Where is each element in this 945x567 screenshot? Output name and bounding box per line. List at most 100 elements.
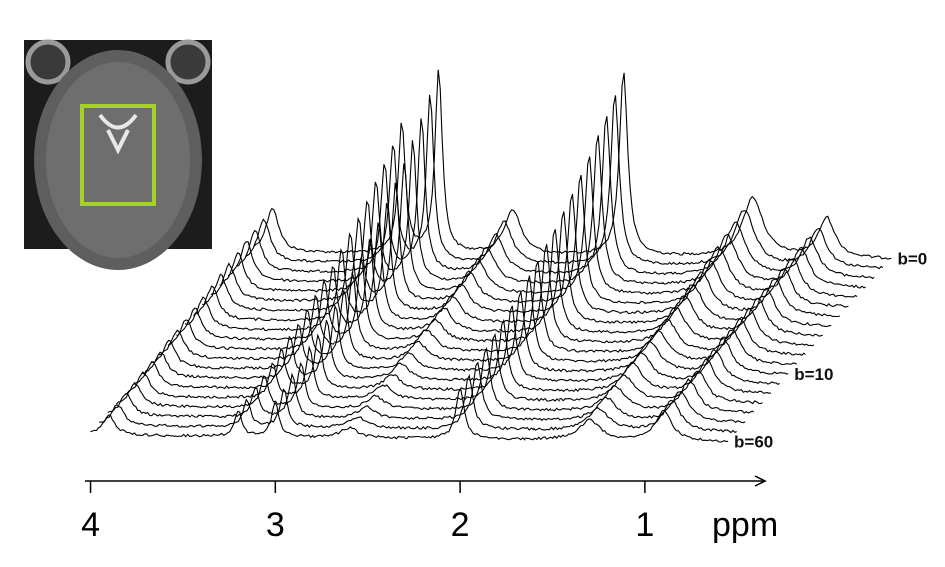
spectrum-segment: [308, 320, 364, 380]
spectrum-segment: [550, 385, 653, 412]
spectrum-segment: [294, 216, 378, 303]
spectrum-segment: [507, 211, 629, 324]
spectrum-segment: [669, 358, 772, 394]
spectrum-segment: [499, 229, 620, 334]
x-tick-label: 3: [266, 506, 285, 544]
spectrum-segment: [533, 406, 636, 431]
spectrum-segment: [236, 229, 321, 273]
spectrum-segment: [397, 317, 492, 343]
spectrum-segment: [273, 372, 330, 419]
spectrum-segment: [738, 278, 840, 318]
spectrum-segment: [402, 118, 459, 271]
spectrum-segment: [712, 307, 815, 347]
spectrum-segment: [207, 362, 292, 399]
spectrum-segment: [107, 393, 192, 418]
eye-right: [165, 39, 211, 85]
spectrum-segment: [524, 418, 627, 441]
spectrum-segment: [167, 319, 252, 351]
spectrum-segment: [320, 416, 414, 430]
spectrum-segment: [299, 333, 356, 389]
spectrum-segment: [438, 332, 560, 402]
spectrum-segment: [406, 307, 500, 333]
spectrum-segment: [199, 375, 284, 409]
spectrum-segment: [441, 258, 535, 294]
x-tick-label: 4: [81, 506, 100, 544]
spectrum-segment: [355, 374, 449, 391]
spectrum-segment: [325, 290, 382, 360]
spectrum-segment: [316, 304, 373, 370]
spectrum-segment: [610, 307, 713, 344]
spectrum-segment: [276, 248, 361, 322]
spectrum-segment: [242, 309, 326, 361]
spectrum-segment: [567, 362, 670, 393]
spectrum-segment: [720, 297, 823, 337]
spectrum-segment: [584, 340, 687, 373]
spectrum-segment: [411, 94, 468, 261]
spectrum-segment: [619, 295, 722, 334]
spectrum-segment: [423, 283, 518, 314]
spectrum-segment: [686, 338, 789, 375]
spectrum-segment: [634, 399, 737, 434]
spectrum-segment: [245, 218, 329, 263]
spectrum-segment: [227, 241, 312, 283]
spectrum-segment: [329, 405, 423, 420]
spectrum-segment: [216, 348, 301, 390]
spectrum-segment: [351, 239, 408, 331]
spectrum-segment: [645, 259, 747, 304]
spectrum-segment: [141, 351, 226, 380]
spectrum-segment: [359, 222, 416, 320]
spectrum-segment: [385, 163, 442, 291]
spectrum-segment: [334, 272, 390, 350]
spectrum-segment: [184, 296, 269, 332]
spectrum-segment: [464, 291, 586, 373]
spectrum-segment: [182, 398, 266, 428]
spectrum-segment: [256, 401, 313, 439]
spectrum-segment: [419, 69, 476, 251]
spectrum-segment: [524, 174, 646, 305]
mri-inset: [24, 39, 212, 270]
spectrum-segment: [636, 271, 739, 315]
spectrum-segment: [430, 346, 552, 412]
spectrum-segment: [703, 317, 806, 356]
spectrum-segment: [282, 361, 339, 409]
spectrum-segment: [115, 382, 200, 409]
spectrum-segment: [219, 252, 303, 292]
spectrum-segment: [432, 270, 526, 303]
trace-label: b=60: [734, 433, 773, 452]
spectrum-segment: [190, 387, 275, 419]
spectrum-segment: [541, 135, 663, 285]
spectrum-segment: [763, 246, 866, 289]
x-axis: 4 3 2 1: [81, 475, 767, 544]
spectrum-segment: [342, 257, 399, 340]
spectrum-segment: [473, 275, 595, 363]
x-tick-label: 2: [451, 506, 470, 544]
spectrum-segment: [662, 233, 765, 285]
spectrum-segment: [482, 261, 603, 353]
spectrum-segment: [202, 273, 286, 312]
spectrum-segment: [377, 182, 433, 300]
trace-label: b=0: [897, 250, 927, 269]
spectrum-segment: [651, 378, 755, 414]
spectrum-segment: [150, 339, 235, 370]
spectrum-segment: [695, 329, 798, 366]
spectrum-segment: [516, 194, 638, 315]
spectrum-segment: [372, 352, 466, 372]
spectrum-segment: [368, 202, 425, 311]
spectrum-segment: [133, 361, 218, 389]
spectra: b=0 b=10 b=60: [90, 69, 927, 452]
x-axis-label: ppm: [712, 506, 778, 544]
spectrum-segment: [677, 348, 780, 385]
spectrum-segment: [679, 210, 782, 266]
spectrum-segment: [253, 207, 338, 254]
spectrum-segment: [346, 384, 440, 401]
spectrum-segment: [285, 231, 369, 312]
axis-arrow: [754, 475, 767, 487]
spectrum-segment: [653, 245, 756, 295]
spectrum-segment: [380, 340, 475, 363]
spectrum-segment: [176, 307, 261, 341]
spectrum-segment: [789, 215, 892, 260]
spectrum-segment: [337, 394, 432, 411]
spectrum-segment: [210, 262, 295, 302]
spectrum-segment: [687, 195, 790, 256]
spectrum-segment: [781, 227, 884, 270]
